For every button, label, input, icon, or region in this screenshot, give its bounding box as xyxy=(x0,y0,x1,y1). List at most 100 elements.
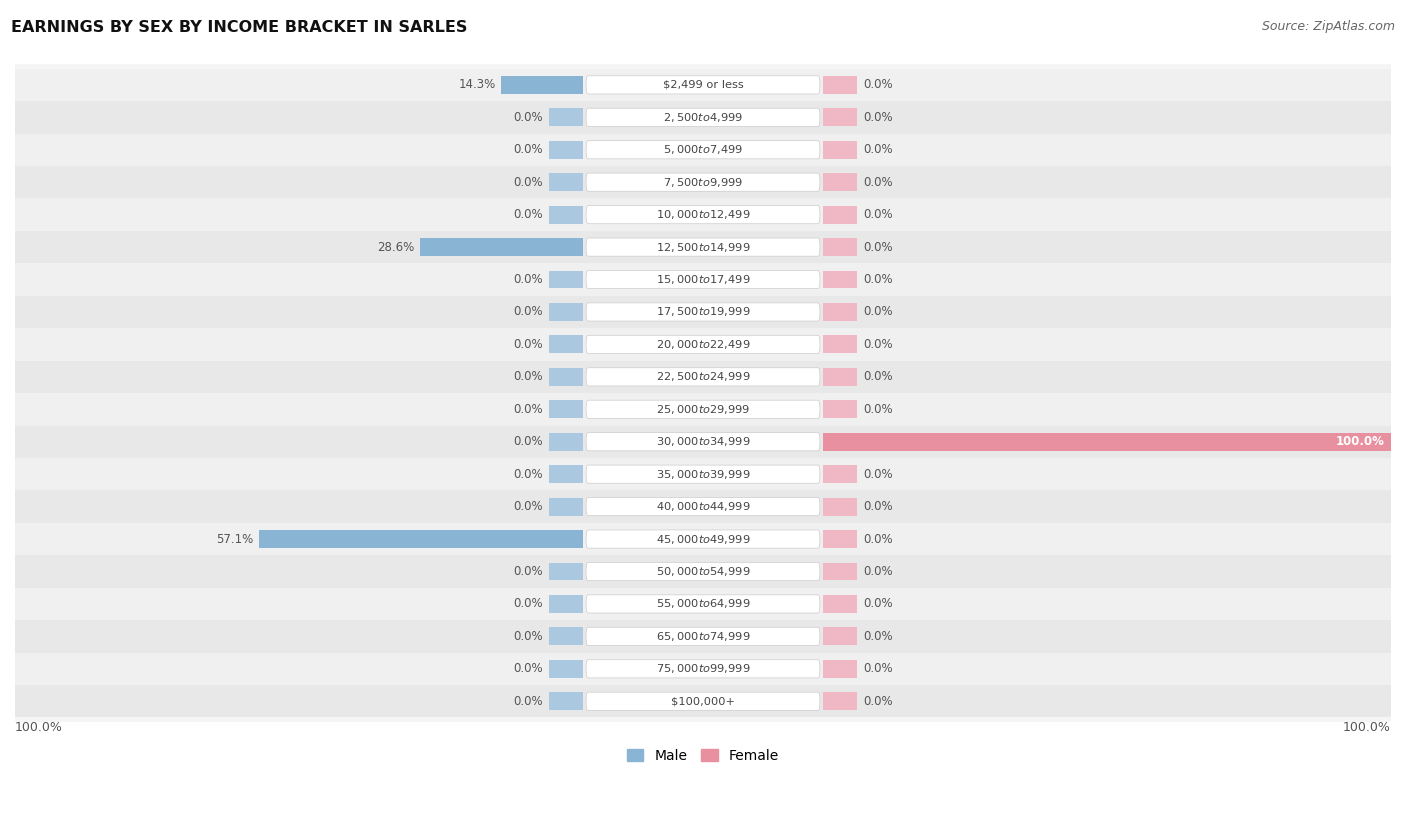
Text: $50,000 to $54,999: $50,000 to $54,999 xyxy=(655,565,751,578)
Bar xyxy=(548,336,582,354)
Bar xyxy=(15,198,1391,231)
Bar xyxy=(824,108,858,126)
FancyBboxPatch shape xyxy=(586,563,820,580)
Text: $10,000 to $12,499: $10,000 to $12,499 xyxy=(655,208,751,221)
Text: 0.0%: 0.0% xyxy=(513,176,543,189)
FancyBboxPatch shape xyxy=(586,692,820,711)
Bar xyxy=(824,303,858,321)
FancyBboxPatch shape xyxy=(586,595,820,613)
Text: 14.3%: 14.3% xyxy=(458,78,496,91)
Text: 0.0%: 0.0% xyxy=(513,695,543,708)
Text: 0.0%: 0.0% xyxy=(863,402,893,415)
Legend: Male, Female: Male, Female xyxy=(621,743,785,768)
Bar xyxy=(824,433,1391,450)
Bar xyxy=(15,231,1391,263)
Text: 0.0%: 0.0% xyxy=(863,273,893,286)
Bar xyxy=(15,328,1391,361)
Bar xyxy=(824,206,858,224)
Text: $25,000 to $29,999: $25,000 to $29,999 xyxy=(655,402,751,415)
Text: EARNINGS BY SEX BY INCOME BRACKET IN SARLES: EARNINGS BY SEX BY INCOME BRACKET IN SAR… xyxy=(11,20,468,35)
FancyBboxPatch shape xyxy=(586,335,820,354)
Bar xyxy=(15,490,1391,523)
FancyBboxPatch shape xyxy=(586,628,820,646)
Bar xyxy=(824,271,858,289)
Bar xyxy=(502,76,582,93)
Bar xyxy=(15,296,1391,328)
Text: 0.0%: 0.0% xyxy=(513,598,543,611)
FancyBboxPatch shape xyxy=(586,141,820,159)
Bar xyxy=(15,101,1391,133)
Bar xyxy=(15,425,1391,458)
Bar xyxy=(548,498,582,515)
Bar xyxy=(15,685,1391,718)
Text: $40,000 to $44,999: $40,000 to $44,999 xyxy=(655,500,751,513)
Text: 0.0%: 0.0% xyxy=(863,338,893,351)
Text: 57.1%: 57.1% xyxy=(215,533,253,546)
Text: 0.0%: 0.0% xyxy=(863,208,893,221)
Text: 100.0%: 100.0% xyxy=(1343,721,1391,734)
Bar xyxy=(548,563,582,580)
Text: 0.0%: 0.0% xyxy=(863,111,893,124)
Bar xyxy=(824,465,858,483)
Bar xyxy=(824,141,858,159)
Text: $7,500 to $9,999: $7,500 to $9,999 xyxy=(664,176,742,189)
Text: $15,000 to $17,499: $15,000 to $17,499 xyxy=(655,273,751,286)
Text: 0.0%: 0.0% xyxy=(513,338,543,351)
Bar xyxy=(548,433,582,450)
Text: 0.0%: 0.0% xyxy=(863,176,893,189)
FancyBboxPatch shape xyxy=(586,206,820,224)
Bar xyxy=(824,628,858,646)
Text: 0.0%: 0.0% xyxy=(513,565,543,578)
Bar xyxy=(548,108,582,126)
Bar xyxy=(15,588,1391,620)
Bar xyxy=(548,206,582,224)
Bar xyxy=(548,368,582,385)
Text: 0.0%: 0.0% xyxy=(513,273,543,286)
Text: $22,500 to $24,999: $22,500 to $24,999 xyxy=(655,371,751,384)
Text: 0.0%: 0.0% xyxy=(513,143,543,156)
Text: $17,500 to $19,999: $17,500 to $19,999 xyxy=(655,306,751,319)
Text: 0.0%: 0.0% xyxy=(863,500,893,513)
Text: $75,000 to $99,999: $75,000 to $99,999 xyxy=(655,663,751,676)
Text: 0.0%: 0.0% xyxy=(513,630,543,643)
Text: $2,499 or less: $2,499 or less xyxy=(662,80,744,90)
Text: $55,000 to $64,999: $55,000 to $64,999 xyxy=(655,598,751,611)
Text: $5,000 to $7,499: $5,000 to $7,499 xyxy=(664,143,742,156)
Text: 100.0%: 100.0% xyxy=(15,721,63,734)
Text: 0.0%: 0.0% xyxy=(863,630,893,643)
FancyBboxPatch shape xyxy=(586,303,820,321)
FancyBboxPatch shape xyxy=(586,530,820,548)
Text: 0.0%: 0.0% xyxy=(863,598,893,611)
FancyBboxPatch shape xyxy=(586,238,820,256)
Bar xyxy=(824,238,858,256)
Text: 0.0%: 0.0% xyxy=(513,208,543,221)
Text: 0.0%: 0.0% xyxy=(863,78,893,91)
Bar xyxy=(15,263,1391,296)
Bar xyxy=(548,173,582,191)
Text: 0.0%: 0.0% xyxy=(513,306,543,319)
Text: 0.0%: 0.0% xyxy=(863,306,893,319)
FancyBboxPatch shape xyxy=(586,271,820,289)
Text: 0.0%: 0.0% xyxy=(513,500,543,513)
Text: 0.0%: 0.0% xyxy=(863,241,893,254)
Bar xyxy=(15,166,1391,198)
Text: 0.0%: 0.0% xyxy=(863,565,893,578)
Text: 0.0%: 0.0% xyxy=(513,435,543,448)
Text: 0.0%: 0.0% xyxy=(863,143,893,156)
Bar xyxy=(548,465,582,483)
FancyBboxPatch shape xyxy=(586,400,820,419)
Text: 0.0%: 0.0% xyxy=(513,111,543,124)
Bar xyxy=(259,530,582,548)
Bar xyxy=(824,660,858,678)
Bar xyxy=(15,523,1391,555)
Bar xyxy=(548,660,582,678)
Text: 0.0%: 0.0% xyxy=(863,467,893,480)
FancyBboxPatch shape xyxy=(586,173,820,191)
Bar xyxy=(824,498,858,515)
Text: 0.0%: 0.0% xyxy=(863,695,893,708)
Text: $45,000 to $49,999: $45,000 to $49,999 xyxy=(655,533,751,546)
Text: $100,000+: $100,000+ xyxy=(671,696,735,706)
Bar xyxy=(548,628,582,646)
Bar xyxy=(548,400,582,418)
Bar xyxy=(548,271,582,289)
